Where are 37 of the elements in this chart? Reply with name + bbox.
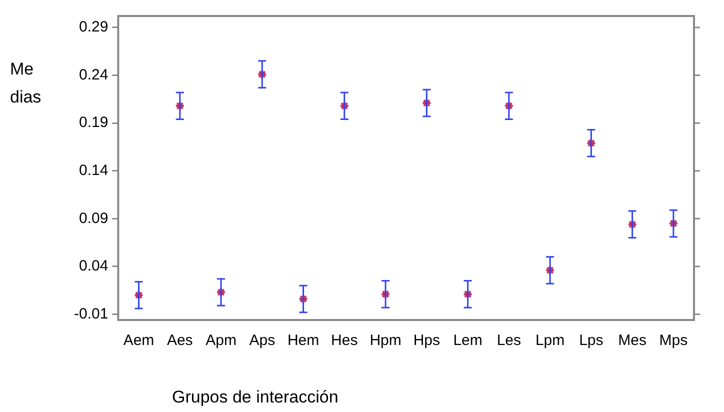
point	[134, 290, 144, 300]
y-tick-label: -0.01	[74, 305, 108, 322]
x-tick-label: Les	[496, 332, 522, 350]
point	[504, 100, 514, 111]
y-tick-label: 0.24	[78, 66, 108, 84]
x-tick-label: Aes	[166, 332, 193, 350]
point	[545, 265, 556, 276]
x-tick-label: Lem	[453, 332, 482, 350]
y-tick-label: 0.29	[78, 18, 108, 36]
x-tick-label: Lpm	[535, 332, 565, 350]
x-tick-label: Hes	[331, 332, 358, 350]
point	[668, 218, 678, 228]
point	[216, 287, 226, 298]
point	[422, 98, 432, 108]
point	[586, 138, 596, 148]
x-tick-label: Lps	[579, 332, 604, 350]
point	[627, 219, 638, 230]
x-tick-label: Hem	[287, 332, 320, 350]
y-tick-label: 0.19	[78, 114, 108, 132]
point	[380, 289, 391, 300]
x-tick-label: Hpm	[370, 332, 402, 350]
x-tick-label: Mps	[659, 332, 688, 350]
x-tick-label: Hps	[413, 332, 440, 350]
x-tick-label: Aem	[123, 332, 154, 350]
y-tick-label: 0.04	[78, 258, 108, 275]
x-tick-label: Mes	[618, 332, 646, 350]
point	[339, 100, 350, 111]
y-axis-title: Me dias	[10, 60, 42, 107]
y-tick-label: 0.14	[78, 162, 108, 180]
x-tick-label: Aps	[249, 332, 276, 350]
y-tick-label: 0.09	[78, 210, 108, 227]
point	[257, 69, 268, 80]
point	[174, 100, 185, 111]
x-tick-label: Apm	[206, 332, 236, 350]
point	[298, 294, 308, 304]
x-axis-title: Grupos de interacción	[172, 388, 338, 407]
point	[462, 289, 473, 300]
